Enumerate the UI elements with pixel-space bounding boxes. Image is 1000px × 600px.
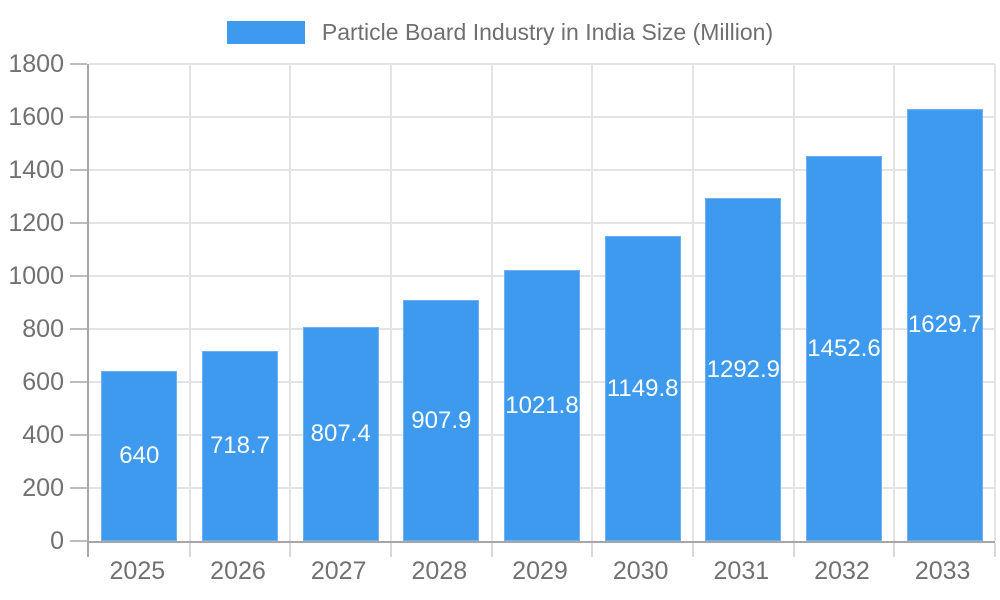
gridline-horizontal (89, 116, 995, 118)
gridline-horizontal (89, 63, 995, 65)
bar-value-label: 1292.9 (706, 355, 781, 383)
x-axis-label: 2028 (411, 557, 468, 585)
bar-2028: 907.9 (403, 300, 480, 541)
gridline-vertical (591, 64, 594, 541)
bar-value-label: 1149.8 (606, 374, 679, 402)
y-axis-label: 1400 (8, 156, 64, 184)
gridline-horizontal (89, 222, 995, 224)
bar-2025: 640 (101, 371, 178, 541)
x-axis-label: 2029 (512, 557, 568, 585)
x-axis-label: 2032 (814, 557, 870, 585)
bar-2032: 1452.6 (805, 156, 882, 541)
gridline-vertical (893, 64, 896, 541)
x-axis-label: 2027 (310, 557, 367, 585)
gridline-vertical (188, 64, 191, 541)
x-axis-label: 2025 (109, 557, 166, 585)
gridline-vertical (289, 64, 292, 541)
x-axis-tick (792, 543, 795, 557)
gridline-horizontal (89, 169, 995, 171)
gridline-vertical (994, 64, 996, 541)
y-axis-label: 1200 (8, 209, 64, 237)
bar-2031: 1292.9 (705, 198, 782, 541)
legend-label: Particle Board Industry in India Size (M… (321, 18, 774, 45)
x-axis-tick (994, 543, 996, 557)
bar-value-label: 1021.8 (505, 391, 579, 419)
y-axis-tick (70, 63, 87, 65)
x-axis-label: 2026 (210, 557, 266, 585)
legend-swatch (226, 20, 305, 44)
gridline-vertical (390, 64, 392, 541)
bar-2027: 807.4 (302, 327, 379, 541)
gridline-vertical (692, 64, 694, 541)
legend: Particle Board Industry in India Size (M… (0, 16, 1000, 48)
gridline-vertical (490, 64, 493, 541)
x-axis-tick (390, 543, 392, 557)
y-axis-extension (87, 543, 89, 557)
plot-area: 640 718.7 807.4 907.9 1021.8 1149.8 1292.9 1452… (87, 63, 996, 557)
bar-2026: 718.7 (201, 350, 278, 541)
y-axis-tick (70, 434, 87, 436)
x-axis-label: 2030 (612, 557, 669, 585)
y-axis-tick (70, 116, 87, 118)
gridline-vertical (792, 64, 795, 541)
bar-2029: 1021.8 (503, 270, 580, 541)
y-axis-tick (70, 328, 87, 330)
y-axis-label: 1800 (8, 50, 64, 78)
bar-value-label: 1452.6 (807, 334, 881, 362)
y-axis-tick (70, 540, 87, 542)
y-axis-label: 0 (50, 527, 64, 555)
y-axis-label: 800 (22, 315, 64, 343)
y-axis-tick (70, 487, 87, 489)
y-axis-tick (70, 169, 87, 171)
y-axis-label: 400 (22, 421, 64, 449)
bar-value-label: 907.9 (411, 406, 472, 434)
y-axis-tick (70, 275, 87, 277)
bar-value-label: 718.7 (209, 431, 271, 459)
x-axis-label: 2033 (914, 557, 971, 585)
bar-value-label: 640 (119, 442, 160, 470)
x-axis-tick (188, 543, 191, 557)
y-axis-label: 200 (22, 474, 64, 502)
y-axis-tick (70, 222, 87, 224)
bar-value-label: 807.4 (310, 420, 371, 448)
x-axis-tick (490, 543, 493, 557)
bar-2033: 1629.7 (906, 109, 983, 541)
x-axis-tick (591, 543, 594, 557)
x-axis-tick (289, 543, 292, 557)
x-axis-tick (692, 543, 694, 557)
x-axis-tick (893, 543, 896, 557)
y-axis-label: 1000 (8, 262, 64, 290)
x-axis-label: 2031 (713, 557, 770, 585)
y-axis-label: 600 (22, 368, 64, 396)
y-axis-tick (70, 381, 87, 383)
y-axis-label: 1600 (8, 103, 64, 131)
bar-value-label: 1629.7 (907, 311, 982, 339)
bar-2030: 1149.8 (604, 236, 681, 541)
